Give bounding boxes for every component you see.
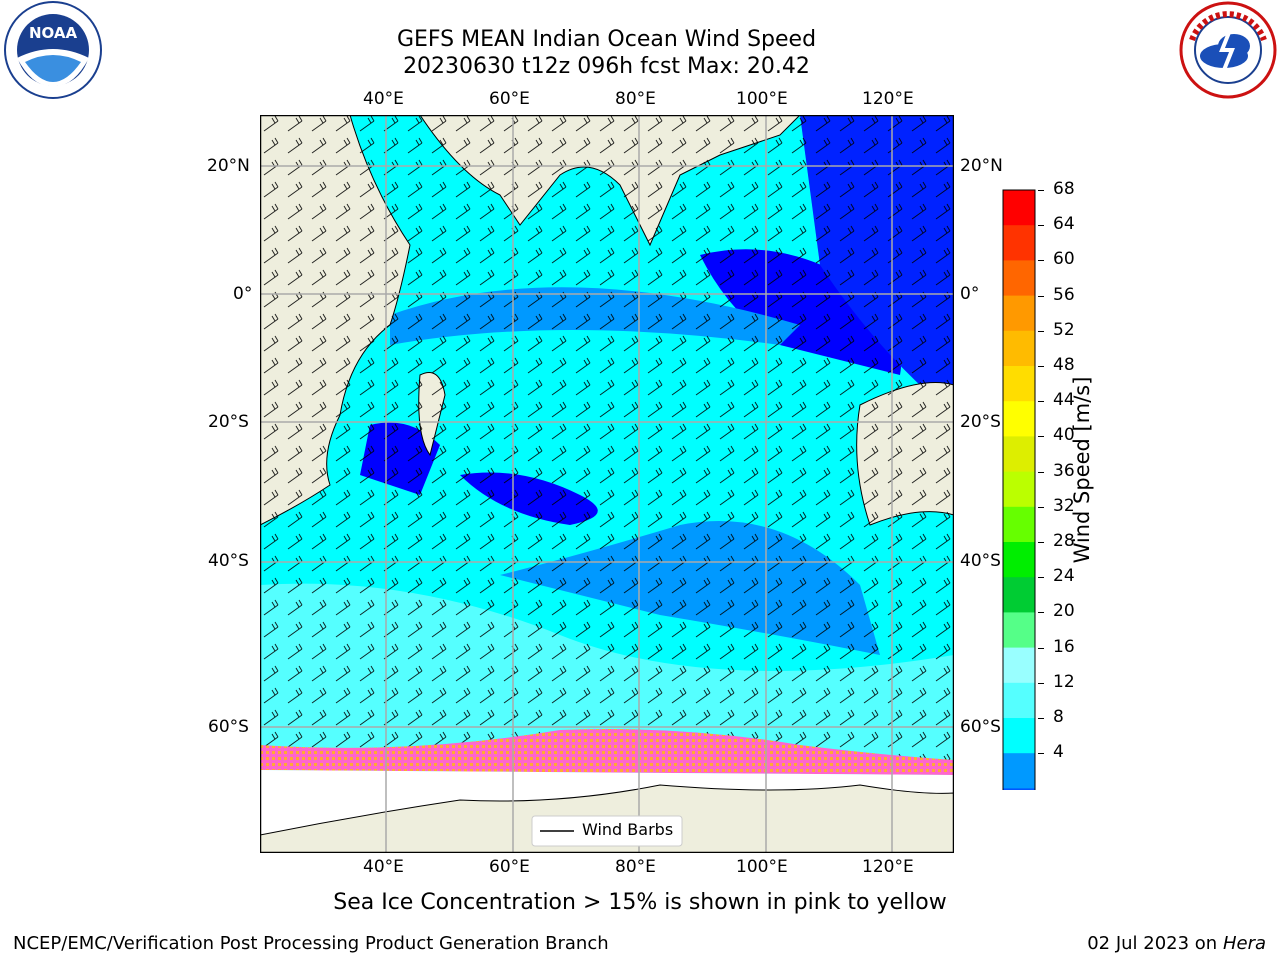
lon-tick-bottom: 120°E	[862, 857, 914, 877]
colorbar-tick-label: 48	[1053, 355, 1075, 375]
colorbar-tick-label: 36	[1053, 460, 1075, 481]
colorbar-segment	[1003, 190, 1035, 226]
colorbar-tick-label: 4	[1053, 742, 1064, 763]
colorbar-tick-mark	[1038, 295, 1044, 297]
colorbar-tick-mark	[1038, 190, 1044, 191]
lon-tick-bottom: 40°E	[363, 857, 404, 877]
colorbar-tick-mark	[1038, 542, 1044, 543]
lat-tick-right: 60°S	[960, 717, 1001, 737]
map-frame	[259, 114, 955, 854]
colorbar-tick-label: 28	[1053, 531, 1075, 551]
sea-ice-band	[260, 729, 954, 775]
colorbar-segment	[1003, 542, 1035, 578]
map-legend	[531, 815, 683, 847]
colorbar	[1000, 180, 1040, 853]
colorbar-tick-label: 32	[1053, 495, 1075, 516]
colorbar-segment	[1003, 471, 1035, 508]
colorbar-tick-mark	[1038, 577, 1044, 579]
lon-tick-top: 80°E	[615, 89, 656, 109]
lon-tick-bottom: 100°E	[736, 857, 788, 877]
footer-host: Hera	[1222, 933, 1266, 954]
colorbar-segment	[1003, 682, 1035, 719]
lat-tick-right: 40°S	[960, 551, 1001, 571]
colorbar-tick-label: 8	[1053, 707, 1064, 727]
lon-tick-top: 120°E	[862, 89, 914, 109]
lat-tick-right: 0°	[960, 284, 980, 304]
colorbar-tick-label: 60	[1053, 249, 1075, 270]
colorbar-segment	[1003, 295, 1035, 332]
lat-tick-left: 20°N	[207, 156, 250, 176]
colorbar-tick-label: 44	[1053, 390, 1075, 411]
lat-tick-left: 20°S	[208, 412, 249, 432]
colorbar-tick-mark	[1038, 366, 1044, 367]
colorbar-tick-mark	[1038, 718, 1044, 719]
lat-tick-right: 20°N	[960, 156, 1003, 176]
wind-barbs-overlay	[260, 115, 954, 765]
colorbar-tick-label: 52	[1053, 319, 1075, 340]
colorbar-segment	[1003, 577, 1035, 613]
colorbar-tick-label: 24	[1053, 566, 1075, 587]
colorbar-segment	[1003, 612, 1035, 649]
colorbar-tick-mark	[1038, 682, 1044, 684]
lat-tick-right: 20°S	[960, 412, 1001, 432]
noaa-logo: NOAA	[3, 0, 103, 104]
colorbar-tick-mark	[1038, 436, 1044, 438]
colorbar-tick-mark	[1038, 260, 1044, 262]
colorbar-segment	[1003, 647, 1035, 684]
colorbar-segment	[1003, 753, 1035, 789]
lon-tick-top: 60°E	[489, 89, 530, 109]
colorbar-tick-mark	[1038, 612, 1044, 614]
legend-label: Wind Barbs	[582, 820, 674, 839]
svg-text:NOAA: NOAA	[29, 24, 78, 42]
footer-date-text: 02 Jul 2023 on	[1087, 933, 1223, 954]
colorbar-segment	[1003, 366, 1035, 402]
colorbar-segment	[1003, 260, 1035, 297]
colorbar-tick-label: 56	[1053, 284, 1075, 305]
colorbar-tick-mark	[1038, 647, 1044, 649]
graticule	[260, 115, 954, 853]
lon-tick-bottom: 60°E	[489, 857, 530, 877]
colorbar-segment	[1003, 788, 1035, 825]
lon-tick-bottom: 80°E	[615, 857, 656, 877]
colorbar-tick-label: 40	[1053, 425, 1075, 446]
colorbar-tick-mark	[1038, 506, 1044, 508]
colorbar-tick-label: 68	[1053, 179, 1075, 199]
lat-tick-left: 60°S	[208, 717, 249, 737]
footer-date: 02 Jul 2023 on Hera	[1087, 933, 1266, 954]
colorbar-tick-mark	[1038, 225, 1044, 227]
colorbar-tick-mark	[1038, 753, 1044, 755]
colorbar-segment	[1003, 330, 1035, 367]
colorbar-segment	[1003, 436, 1035, 473]
colorbar-segment	[1003, 506, 1035, 543]
lat-tick-left: 0°	[233, 284, 253, 304]
nws-logo	[1178, 0, 1278, 104]
sea-ice-note: Sea Ice Concentration > 15% is shown in …	[333, 890, 947, 915]
chart-subtitle: 20230630 t12z 096h fcst Max: 20.42	[403, 54, 810, 79]
colorbar-tick-label: 20	[1053, 601, 1075, 622]
colorbar-segment	[1003, 401, 1035, 437]
wind-speed-map: Wind Barbs	[259, 114, 955, 854]
chart-title: GEFS MEAN Indian Ocean Wind Speed	[396, 27, 817, 52]
colorbar-tick-mark	[1038, 471, 1044, 473]
colorbar-label: Wind Speed [m/s]	[1070, 376, 1094, 564]
footer-branch: NCEP/EMC/Verification Post Processing Pr…	[13, 933, 609, 954]
colorbar-segment	[1003, 718, 1035, 754]
lat-tick-left: 40°S	[208, 551, 249, 571]
lon-tick-top: 40°E	[363, 89, 404, 109]
colorbar-tick-label: 12	[1053, 671, 1075, 692]
colorbar-tick-mark	[1038, 401, 1044, 403]
colorbar-tick-label: 64	[1053, 214, 1075, 235]
lon-tick-top: 100°E	[736, 89, 788, 109]
colorbar-tick-mark	[1038, 330, 1044, 332]
colorbar-segment	[1003, 225, 1035, 261]
colorbar-tick-label: 16	[1053, 636, 1075, 657]
